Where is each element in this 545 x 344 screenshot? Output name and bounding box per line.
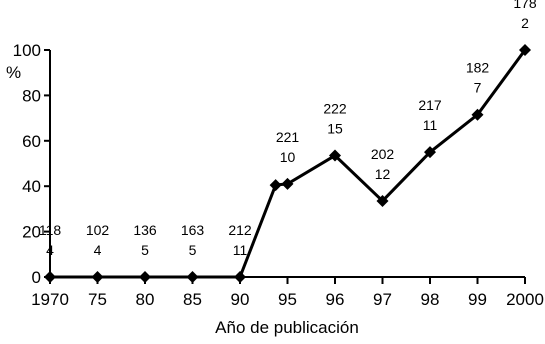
x-tick-label: 97 <box>373 290 392 309</box>
y-ticks: 0 20 40 60 80 100 <box>13 41 50 287</box>
x-tick-label: 95 <box>278 290 297 309</box>
data-label-top: 221 <box>276 129 300 145</box>
data-label-top: 202 <box>371 146 395 162</box>
x-tick-label: 80 <box>136 290 155 309</box>
x-tick-label: 98 <box>421 290 440 309</box>
data-labels: 118 4 102 4 136 5 163 5 212 11 221 10 222 15 202 12 217 1… <box>39 0 537 258</box>
data-label-bottom: 11 <box>423 117 438 133</box>
data-label-bottom: 10 <box>280 149 296 165</box>
y-tick-label: 60 <box>22 132 41 151</box>
y-tick-label: 80 <box>22 86 41 105</box>
data-label-bottom: 5 <box>189 242 197 258</box>
data-point-marker <box>186 271 199 283</box>
data-label-top: 212 <box>228 222 252 238</box>
data-label-top: 118 <box>39 222 62 238</box>
x-ticks: 1970 75 80 85 90 95 96 97 98 99 2000 <box>31 277 544 309</box>
data-label-bottom: 5 <box>141 242 149 258</box>
data-label-bottom: 12 <box>375 166 391 182</box>
data-point-marker <box>471 108 484 121</box>
x-axis-title: Año de publicación <box>215 318 359 337</box>
data-point-marker <box>329 149 341 162</box>
data-point-marker <box>269 179 282 192</box>
x-tick-label: 2000 <box>506 290 544 309</box>
x-tick-label: 1970 <box>31 290 69 309</box>
data-label-bottom: 2 <box>521 15 529 31</box>
data-point-marker <box>519 44 531 56</box>
series-line <box>50 49 527 279</box>
data-label-bottom: 4 <box>46 242 54 258</box>
x-tick-label: 90 <box>231 290 250 309</box>
y-axis-unit-label: % <box>6 63 21 82</box>
data-label-top: 102 <box>86 222 110 238</box>
data-label-bottom: 7 <box>474 80 482 96</box>
data-label-bottom: 4 <box>94 242 102 258</box>
y-tick-label: 20 <box>22 223 41 242</box>
data-point-marker <box>424 146 436 159</box>
data-label-top: 163 <box>181 222 205 238</box>
x-tick-label: 85 <box>183 290 202 309</box>
data-markers <box>44 44 531 283</box>
y-tick-label: 40 <box>22 177 41 196</box>
x-tick-label: 99 <box>468 290 487 309</box>
y-tick-label: 100 <box>13 41 41 60</box>
data-label-top: 178 <box>513 0 537 11</box>
data-point-marker <box>281 177 294 190</box>
data-point-marker <box>44 271 56 283</box>
data-label-top: 136 <box>133 222 157 238</box>
y-tick-label: 0 <box>32 268 41 287</box>
data-point-marker <box>91 271 104 283</box>
data-point-marker <box>139 271 151 283</box>
data-label-bottom: 15 <box>327 121 343 137</box>
x-tick-label: 75 <box>88 290 107 309</box>
data-label-bottom: 11 <box>233 242 248 258</box>
data-point-marker <box>234 271 246 283</box>
data-point-marker <box>376 194 389 207</box>
data-label-top: 217 <box>418 97 442 113</box>
x-tick-label: 96 <box>326 290 345 309</box>
data-label-top: 222 <box>323 101 347 117</box>
data-label-top: 182 <box>466 60 490 76</box>
